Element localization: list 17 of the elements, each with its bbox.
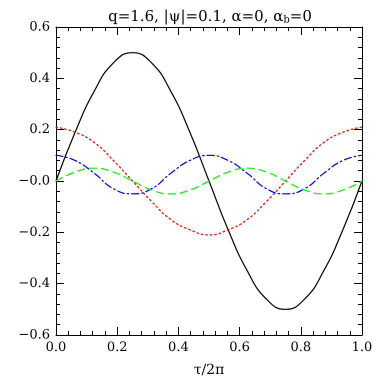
x-tick-label: 0.0 xyxy=(46,340,66,355)
y-tick-label: −0.6 xyxy=(18,328,50,342)
x-axis-title: τ/2π xyxy=(194,362,224,378)
x-tick-label: 1.0 xyxy=(352,340,372,355)
x-tick-label: 0.2 xyxy=(106,340,128,355)
y-tick-label: 0.2 xyxy=(29,122,50,138)
y-tick-label: 0.4 xyxy=(29,70,50,86)
y-tick-label: 0.6 xyxy=(29,20,50,34)
line-series xyxy=(55,126,363,236)
y-tick-label: −0.2 xyxy=(18,224,50,240)
x-tick-label: 0.4 xyxy=(168,340,189,355)
line-series xyxy=(55,168,363,194)
line-series xyxy=(55,154,363,194)
y-tick-label: −0.4 xyxy=(18,276,50,292)
x-tick-label: 0.8 xyxy=(290,340,312,355)
x-tick-label: 0.6 xyxy=(229,340,250,355)
y-tick-label: −0.0 xyxy=(18,174,50,188)
